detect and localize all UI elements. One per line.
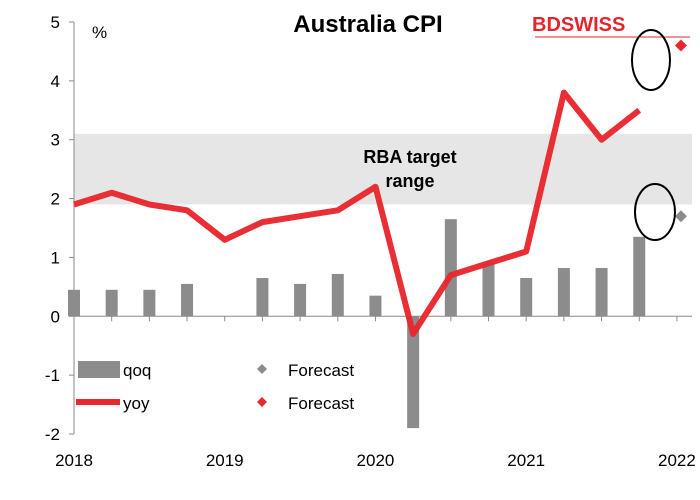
svg-text:BDSWISS: BDSWISS [532, 14, 625, 36]
x-tick-label: 2018 [55, 451, 93, 470]
legend-qoq-label: qoq [123, 361, 151, 380]
x-tick-label: 2019 [206, 451, 244, 470]
target-band-layer [74, 133, 692, 205]
y-tick-label: 4 [51, 72, 60, 91]
y-tick-label: 2 [51, 190, 60, 209]
legend-forecast-qoq-marker [257, 364, 267, 374]
qoq-bar [595, 268, 608, 317]
legend-forecast-yoy-marker [257, 397, 267, 407]
legend-forecast-qoq-label: Forecast [288, 361, 354, 380]
qoq-bar [482, 263, 495, 317]
forecast-qoq-marker [674, 210, 687, 223]
y-tick-label: 0 [51, 307, 60, 326]
unit-label: % [92, 23, 107, 42]
legend-yoy-label: yoy [123, 394, 150, 413]
qoq-bar [143, 289, 156, 317]
qoq-bar [256, 278, 269, 317]
forecast-yoy-marker [674, 39, 687, 52]
qoq-bar [331, 273, 344, 317]
legend: qoq Forecast yoy Forecast [76, 361, 354, 413]
x-tick-label: 2022 [658, 451, 696, 470]
qoq-bar [181, 283, 194, 317]
qoq-bar [557, 268, 570, 317]
legend-forecast-yoy-label: Forecast [288, 394, 354, 413]
yoy-line [73, 89, 642, 337]
brand-part1: BD [532, 14, 561, 36]
x-tick-label: 2020 [357, 451, 395, 470]
x-tick-label: 2021 [507, 451, 545, 470]
y-tick-label: -1 [45, 366, 60, 385]
band-label-line1: RBA target [363, 147, 456, 167]
forecast-highlight-circle-qoq [634, 183, 676, 241]
rba-target-band [74, 133, 692, 205]
chart-title: Australia CPI [293, 11, 442, 38]
y-tick-label: 3 [51, 131, 60, 150]
qoq-bar [294, 283, 307, 317]
y-tick-label: 5 [51, 13, 60, 32]
brand-logo: BDSWISS [532, 14, 690, 38]
axis-layer: -2 -1 0 1 2 3 4 5 2018 2019 2020 2021 2022 [45, 13, 696, 470]
qoq-bar [444, 219, 457, 317]
qoq-bar [520, 278, 533, 317]
qoq-bar [68, 289, 80, 317]
qoq-bar [369, 295, 382, 317]
qoq-bar [407, 316, 420, 429]
brand-part2: SWISS [561, 14, 625, 36]
qoq-bar [105, 289, 118, 317]
band-label-line2: range [385, 171, 434, 191]
qoq-bar [633, 236, 646, 317]
forecast-layer [674, 39, 687, 223]
y-tick-label: 1 [51, 248, 60, 267]
forecast-highlight-circle-yoy [631, 29, 671, 91]
legend-qoq-swatch [78, 361, 120, 378]
line-layer [73, 89, 642, 337]
bar-layer [68, 219, 646, 429]
y-tick-label: -2 [45, 425, 60, 444]
